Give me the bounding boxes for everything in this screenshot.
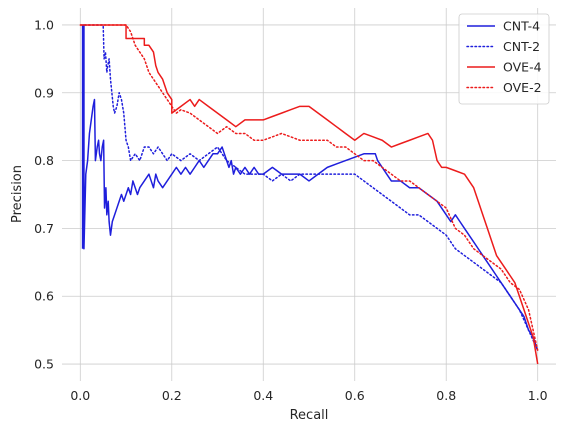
y-tick-label: 0.8 [34,153,54,168]
y-tick-label: 1.0 [34,17,54,32]
tick-labels: 0.0 0.2 0.4 0.6 0.8 1.0 0.5 0.6 0.7 0.8 0.9 1.0 [34,17,548,403]
x-tick-label: 1.0 [528,388,548,403]
legend: CNT-4 CNT-2 OVE-4 OVE-2 [458,13,550,105]
legend-label-cnt-2: CNT-2 [503,39,540,54]
series-layer [79,24,539,365]
x-tick-label: 0.4 [253,388,273,403]
y-tick-label: 0.5 [34,357,54,372]
x-tick-label: 0.0 [70,388,90,403]
legend-label-cnt-4: CNT-4 [503,19,540,34]
x-tick-label: 0.6 [345,388,365,403]
series-line-ove-2 [79,24,539,352]
y-tick-label: 0.7 [34,221,54,236]
series-line-ove-4 [80,24,539,365]
series-line-cnt-4 [81,24,539,351]
x-tick-label: 0.2 [162,388,182,403]
x-tick-label: 0.8 [436,388,456,403]
x-axis-label: Recall [290,408,329,423]
series-line-cnt-2 [84,24,539,352]
y-tick-label: 0.9 [34,85,54,100]
y-tick-label: 0.6 [34,289,54,304]
legend-box [458,13,550,105]
y-axis-label: Precision [10,165,25,223]
legend-label-ove-2: OVE-2 [503,80,542,95]
legend-label-ove-4: OVE-4 [503,60,542,75]
